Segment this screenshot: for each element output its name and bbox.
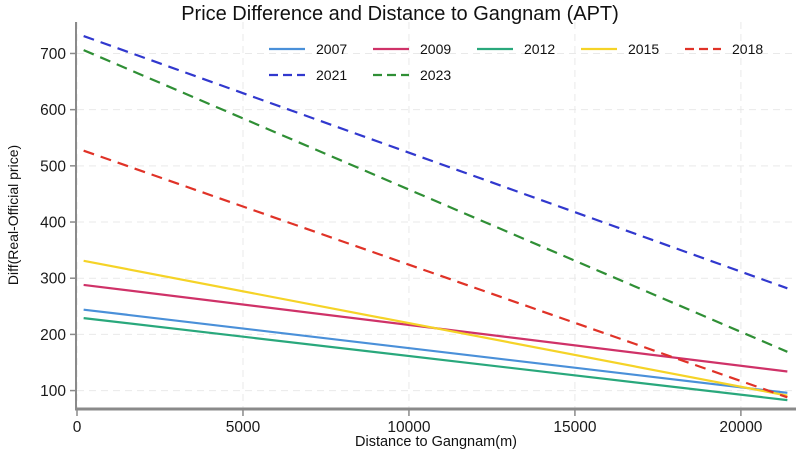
y-tick-label-600: 600	[40, 102, 66, 119]
legend-line-sample-2023	[373, 73, 409, 77]
series-line-2021	[83, 35, 788, 290]
legend-line-sample-2012	[477, 47, 513, 51]
legend-line-sample-2018	[685, 47, 721, 51]
y-tick-label-400: 400	[40, 215, 66, 232]
series-line-2012	[83, 317, 788, 402]
x-axis-title: Distance to Gangnam(m)	[355, 434, 517, 450]
legend-item-2012: 2012	[476, 41, 580, 57]
legend-label-2012: 2012	[524, 41, 556, 57]
series-line-2007	[83, 308, 788, 394]
x-tick-label-0: 0	[73, 419, 82, 436]
legend-label-2023: 2023	[420, 67, 452, 83]
legend-item-2018: 2018	[684, 41, 788, 57]
legend-item-2009: 2009	[372, 41, 476, 57]
series-line-2015	[83, 259, 788, 397]
x-tick-label-20000: 20000	[719, 419, 762, 436]
x-tick-label-15000: 15000	[553, 419, 596, 436]
legend-label-2015: 2015	[628, 41, 660, 57]
legend-line-sample-2009	[373, 47, 409, 51]
y-tick-label-200: 200	[40, 327, 66, 344]
legend-label-2018: 2018	[732, 41, 764, 57]
y-axis-title: Diff(Real-Official price)	[5, 144, 21, 286]
legend-item-2021: 2021	[268, 67, 372, 83]
legend-item-2015: 2015	[580, 41, 684, 57]
legend-label-2009: 2009	[420, 41, 452, 57]
legend-label-2021: 2021	[316, 67, 348, 83]
legend-item-2007: 2007	[268, 41, 372, 57]
legend: 2007 2009 2012 2015 2018 2021 2023	[268, 36, 788, 88]
y-tick-label-100: 100	[40, 383, 66, 400]
legend-label-2007: 2007	[316, 41, 348, 57]
chart-title: Price Difference and Distance to Gangnam…	[181, 3, 619, 25]
legend-item-2023: 2023	[372, 67, 476, 83]
series-line-2023	[83, 49, 788, 353]
legend-row: 2021 2023	[268, 62, 788, 88]
series-line-2018	[83, 149, 788, 399]
y-tick-label-500: 500	[40, 158, 66, 175]
legend-line-sample-2007	[269, 47, 305, 51]
y-tick-label-700: 700	[40, 46, 66, 63]
legend-row: 2007 2009 2012 2015 2018	[268, 36, 788, 62]
x-tick-label-10000: 10000	[387, 419, 430, 436]
x-tick-label-5000: 5000	[226, 419, 261, 436]
y-tick-label-300: 300	[40, 271, 66, 288]
legend-line-sample-2015	[581, 47, 617, 51]
legend-line-sample-2021	[269, 73, 305, 77]
